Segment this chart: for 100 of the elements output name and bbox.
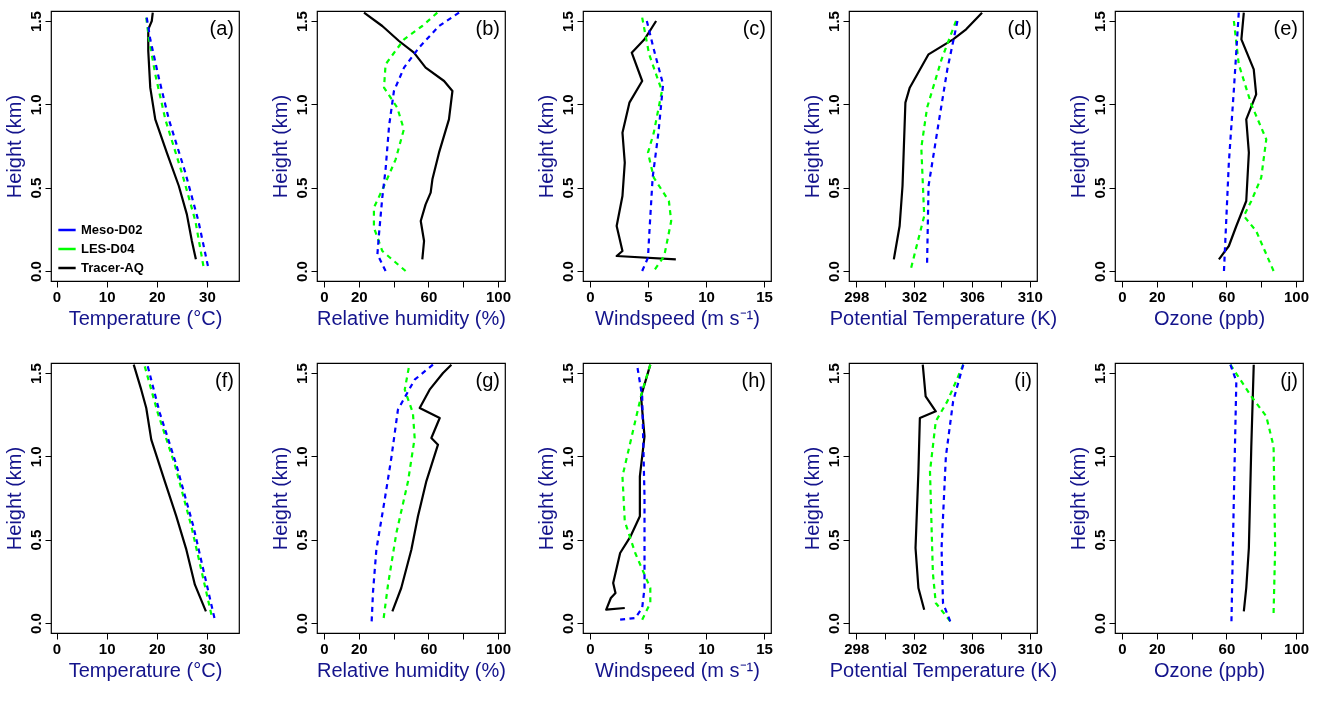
line-series [382,366,416,620]
y-tick-label: 1.5 [1090,11,1108,32]
x-tick-label: 302 [902,287,928,305]
line-series [376,11,461,273]
legend-label: LES-D04 [81,241,136,256]
y-axis-title: Height (km) [800,446,823,551]
x-tick-label: 10 [698,639,715,657]
y-tick-label: 1.0 [292,94,310,116]
annotation: (d) [1007,17,1032,39]
annotation: (a) [209,17,234,39]
line-series [925,19,959,264]
x-tick-label: 306 [959,287,985,305]
line-series [641,16,673,271]
line-series [372,11,439,273]
x-tick-label: 0 [52,287,62,305]
y-tick-label: 0.0 [1090,613,1108,634]
y-axis-title: Height (km) [1066,446,1089,551]
y-tick-label: 0.0 [824,613,842,634]
y-axis-title: Height (km) [268,94,291,199]
x-tick-label: 20 [350,287,368,305]
x-axis-title: Ozone (ppb) [1153,306,1266,329]
line-series [1229,363,1238,623]
y-tick-label: 1.0 [1090,446,1108,468]
y-tick-label: 0.5 [26,177,44,199]
y-tick-label: 1.0 [824,446,842,468]
x-axis-title: Ozone (ppb) [1153,658,1266,681]
line-series [1232,19,1275,273]
x-tick-label: 298 [844,639,870,657]
y-axis-title: Height (km) [2,446,25,551]
x-tick-label: 20 [148,287,166,305]
line-series [928,363,965,623]
x-tick-label: 306 [959,639,985,657]
x-tick-label: 100 [1284,639,1310,657]
y-tick-label: 0.5 [26,529,44,551]
y-tick-label: 0.0 [292,261,310,282]
y-tick-label: 1.5 [292,11,310,32]
annotation: (j) [1280,369,1298,391]
y-tick-label: 0.0 [824,261,842,282]
x-axis-title: Temperature (°C) [68,658,223,681]
y-tick-label: 1.0 [292,446,310,468]
y-tick-label: 0.0 [1090,261,1108,282]
y-tick-label: 0.5 [824,529,842,551]
y-axis-title: Height (km) [2,94,25,199]
line-series [370,363,435,623]
y-tick-label: 1.5 [558,363,576,384]
x-tick-label: 10 [98,287,116,305]
y-tick-label: 0.5 [292,177,310,199]
line-series [619,366,646,621]
x-axis-title: Relative humidity (%) [317,658,506,681]
y-tick-label: 1.5 [824,363,842,384]
x-tick-label: 15 [756,287,773,305]
annotation: (e) [1273,17,1298,39]
x-tick-label: 5 [644,287,653,305]
annotation: (b) [475,17,500,39]
x-tick-label: 20 [1148,287,1166,305]
y-tick-label: 1.5 [558,11,576,32]
line-series [910,19,958,269]
y-tick-label: 1.5 [1090,363,1108,384]
y-axis-title: Height (km) [534,446,557,551]
y-tick-label: 1.0 [558,94,576,116]
y-tick-label: 1.0 [824,94,842,116]
annotation: (g) [475,369,500,391]
line-series [615,19,677,261]
x-tick-label: 60 [1218,639,1236,657]
line-series [1222,11,1240,273]
x-tick-label: 0 [1118,287,1127,305]
x-tick-label: 0 [320,287,329,305]
y-tick-label: 1.0 [558,446,576,468]
x-tick-label: 10 [698,287,715,305]
x-tick-label: 302 [902,639,928,657]
x-tick-label: 0 [1118,639,1127,657]
x-axis-title: Potential Temperature (K) [829,306,1058,329]
line-series [1229,363,1277,615]
x-tick-label: 100 [486,287,512,305]
y-tick-label: 0.5 [558,529,576,551]
annotation: (i) [1014,369,1032,391]
y-tick-label: 1.5 [26,11,44,32]
y-axis-title: Height (km) [1066,94,1089,199]
x-tick-label: 0 [586,287,595,305]
x-axis-title: Relative humidity (%) [317,306,506,329]
y-tick-label: 0.5 [558,177,576,199]
legend-label: Tracer-AQ [81,260,144,275]
y-tick-label: 0.0 [558,261,576,282]
x-tick-label: 30 [199,639,216,657]
y-axis-title: Height (km) [534,94,557,199]
annotation: (c) [742,17,766,39]
y-axis-title: Height (km) [268,446,291,551]
y-tick-label: 1.0 [26,446,44,468]
x-axis-title: Potential Temperature (K) [829,658,1058,681]
annotation: (f) [215,369,234,391]
y-tick-label: 1.0 [1090,94,1108,116]
annotation: (h) [741,369,766,391]
x-tick-label: 310 [1017,639,1043,657]
x-tick-label: 298 [844,287,870,305]
x-axis-title: Windspeed (m s⁻¹) [595,658,760,681]
x-tick-label: 60 [420,287,438,305]
x-tick-label: 0 [320,639,329,657]
x-tick-label: 60 [1218,287,1236,305]
x-tick-label: 0 [52,639,62,657]
x-tick-label: 310 [1017,287,1043,305]
